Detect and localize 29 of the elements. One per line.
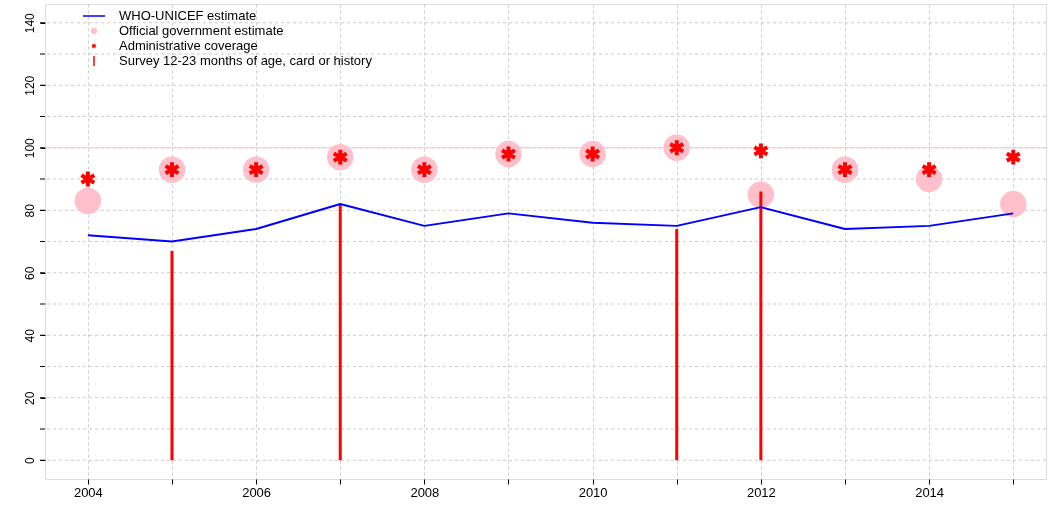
x-tick-label: 2008 <box>410 484 440 500</box>
point <box>1000 190 1027 218</box>
bar <box>338 204 342 461</box>
point <box>74 187 102 215</box>
y-tick-label: 100 <box>22 137 37 159</box>
x-tick-label: 2010 <box>578 484 608 500</box>
x-tick-label: 2014 <box>915 484 945 500</box>
legend-label: Survey 12-23 months of age, card or history <box>119 53 373 68</box>
y-tick-label: 120 <box>22 75 37 96</box>
point <box>747 181 775 208</box>
point <box>79 169 97 189</box>
point <box>920 160 938 180</box>
bar <box>170 250 174 461</box>
legend-label: Administrative coverage <box>119 38 258 53</box>
y-tick-label: 20 <box>22 391 37 405</box>
y-tick-label: 0 <box>22 457 37 465</box>
x-tick-label: 2012 <box>746 484 776 500</box>
legend-label: WHO-UNICEF estimate <box>119 8 257 23</box>
x-tick-label: 2004 <box>73 484 103 500</box>
point <box>752 141 770 161</box>
y-tick-label: 40 <box>22 328 37 343</box>
bar <box>759 191 763 461</box>
x-tick-label: 2006 <box>242 484 272 500</box>
y-tick-label: 60 <box>22 266 37 280</box>
y-tick-label: 80 <box>22 203 37 218</box>
bar <box>675 229 679 461</box>
legend-label: Official government estimate <box>119 23 284 38</box>
y-tick-label: 140 <box>22 12 37 34</box>
point <box>1004 147 1022 167</box>
